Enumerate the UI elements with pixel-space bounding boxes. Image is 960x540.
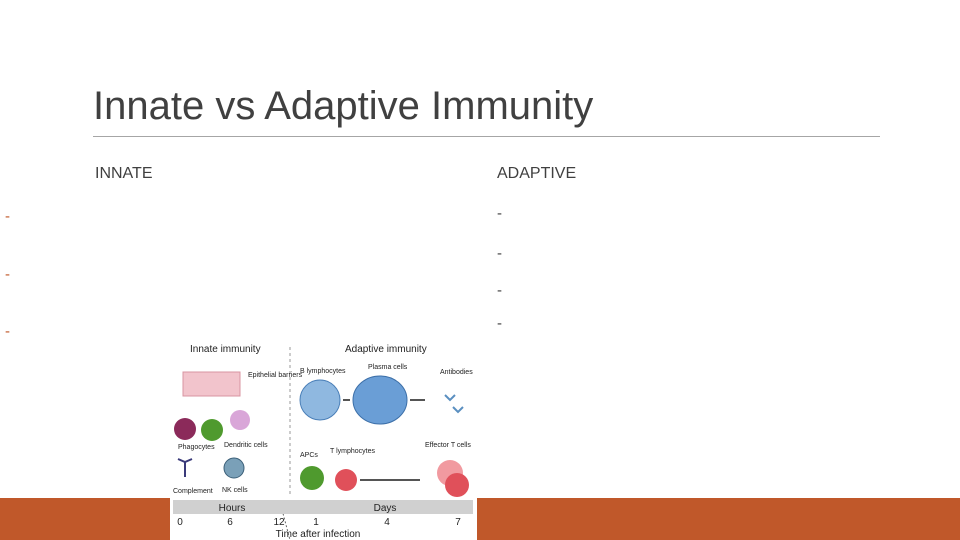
bullet: -	[5, 323, 10, 340]
timeline-tick: 7	[455, 517, 461, 528]
complement-icon	[177, 458, 193, 477]
timeline-tick: 1	[313, 517, 319, 528]
cell	[300, 466, 324, 490]
cell-label: Epithelial barriers	[248, 372, 303, 379]
cell-label: Effector T cells	[425, 442, 471, 449]
timeline-label: Days	[374, 503, 397, 514]
cell	[230, 410, 250, 430]
footer-band	[0, 498, 960, 540]
timeline-tick: 6	[227, 517, 233, 528]
bullet: -	[497, 245, 502, 262]
figure-heading: Adaptive immunity	[345, 344, 427, 355]
timeline-label: Hours	[219, 503, 246, 514]
cell	[174, 418, 196, 440]
bullet: -	[5, 208, 10, 225]
bullet: -	[497, 315, 502, 332]
cell	[352, 375, 408, 425]
title-rule	[93, 136, 880, 137]
cell	[335, 469, 357, 491]
cell	[223, 457, 245, 479]
timeline-tick: 12	[273, 517, 285, 528]
cell	[445, 473, 469, 497]
cell-label: Antibodies	[440, 369, 473, 376]
slide-title: Innate vs Adaptive Immunity	[93, 84, 594, 128]
cell-label: Plasma cells	[368, 364, 408, 371]
figure-heading: Innate immunity	[190, 344, 261, 355]
divider	[279, 501, 291, 540]
timeline-axis-label: Time after infection	[276, 529, 361, 540]
cell-label: NK cells	[222, 487, 248, 494]
bullet: -	[5, 266, 10, 283]
cell-label: Dendritic cells	[224, 442, 268, 449]
cell-label: Complement	[173, 488, 213, 495]
bullet: -	[497, 282, 502, 299]
immunity-figure: Innate immunity Adaptive immunity Epithe…	[170, 337, 477, 540]
timeline-tick: 4	[384, 517, 390, 528]
cell	[201, 419, 223, 441]
cell-label: B lymphocytes	[300, 368, 346, 375]
cell-label: T lymphocytes	[330, 448, 375, 455]
cell-label: Phagocytes	[178, 444, 215, 451]
cell-label: APCs	[300, 452, 318, 459]
column-heading: ADAPTIVE	[497, 165, 577, 182]
column-heading: INNATE	[95, 165, 153, 182]
timeline-tick: 0	[177, 517, 183, 528]
antibody-icon	[444, 394, 464, 414]
epithelium	[182, 371, 241, 397]
bullet: -	[497, 205, 502, 222]
timeline-bar	[173, 500, 473, 514]
cell	[299, 379, 341, 421]
